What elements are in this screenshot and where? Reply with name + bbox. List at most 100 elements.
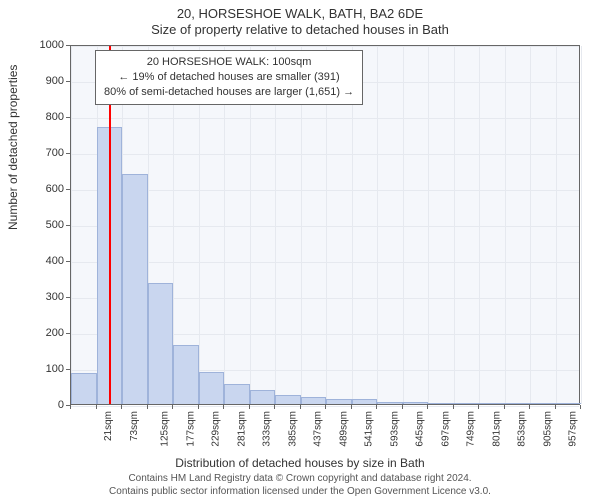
xtick-mark — [427, 405, 428, 409]
histogram-bar — [530, 403, 556, 404]
histogram-bar — [326, 399, 352, 404]
ytick-label: 0 — [24, 399, 64, 411]
histogram-bar — [122, 174, 148, 404]
xtick-mark — [172, 405, 173, 409]
gridline-v — [428, 46, 429, 404]
histogram-bar — [403, 402, 429, 404]
xtick-label: 489sqm — [338, 411, 349, 447]
xtick-mark — [249, 405, 250, 409]
ytick-label: 900 — [24, 75, 64, 87]
histogram-bar — [479, 403, 505, 404]
histogram-bar — [352, 399, 378, 404]
histogram-bar — [556, 403, 582, 404]
xtick-label: 749sqm — [466, 411, 477, 447]
chart-title-sub: Size of property relative to detached ho… — [0, 22, 600, 37]
ytick-mark — [66, 189, 70, 190]
xtick-mark — [274, 405, 275, 409]
gridline-v — [530, 46, 531, 404]
xtick-mark — [376, 405, 377, 409]
x-axis-label: Distribution of detached houses by size … — [0, 456, 600, 470]
xtick-label: 229sqm — [211, 411, 222, 447]
xtick-label: 333sqm — [262, 411, 273, 447]
ytick-label: 200 — [24, 327, 64, 339]
xtick-label: 125sqm — [160, 411, 171, 447]
ytick-label: 400 — [24, 255, 64, 267]
ytick-label: 1000 — [24, 39, 64, 51]
annotation-line: ← 19% of detached houses are smaller (39… — [104, 70, 354, 85]
xtick-mark — [453, 405, 454, 409]
histogram-bar — [148, 283, 174, 404]
xtick-label: 905sqm — [542, 411, 553, 447]
xtick-mark — [504, 405, 505, 409]
gridline-v — [377, 46, 378, 404]
xtick-label: 281sqm — [236, 411, 247, 447]
ytick-label: 600 — [24, 183, 64, 195]
histogram-bar — [454, 403, 480, 404]
histogram-bar — [224, 384, 250, 404]
xtick-label: 593sqm — [389, 411, 400, 447]
ytick-mark — [66, 117, 70, 118]
ytick-mark — [66, 45, 70, 46]
histogram-bar — [71, 373, 97, 404]
ytick-label: 700 — [24, 147, 64, 159]
ytick-label: 500 — [24, 219, 64, 231]
histogram-bar — [301, 397, 327, 404]
ytick-mark — [66, 261, 70, 262]
xtick-label: 21sqm — [103, 411, 114, 441]
xtick-label: 853sqm — [517, 411, 528, 447]
histogram-bar — [505, 403, 531, 404]
gridline-v — [505, 46, 506, 404]
ytick-mark — [66, 153, 70, 154]
footer-attribution: Contains HM Land Registry data © Crown c… — [0, 473, 600, 498]
xtick-mark — [402, 405, 403, 409]
xtick-label: 801sqm — [491, 411, 502, 447]
xtick-label: 437sqm — [313, 411, 324, 447]
xtick-mark — [147, 405, 148, 409]
ytick-mark — [66, 297, 70, 298]
xtick-label: 177sqm — [185, 411, 196, 447]
gridline-v — [556, 46, 557, 404]
histogram-bar — [173, 345, 199, 404]
xtick-label: 697sqm — [440, 411, 451, 447]
xtick-label: 957sqm — [568, 411, 579, 447]
annotation-line: 80% of semi-detached houses are larger (… — [104, 85, 354, 100]
annotation-line: 20 HORSESHOE WALK: 100sqm — [104, 55, 354, 70]
ytick-mark — [66, 81, 70, 82]
xtick-label: 73sqm — [129, 411, 140, 441]
footer-line-2: Contains public sector information licen… — [0, 486, 600, 499]
xtick-mark — [121, 405, 122, 409]
gridline-v — [581, 46, 582, 404]
xtick-label: 385sqm — [287, 411, 298, 447]
xtick-mark — [300, 405, 301, 409]
xtick-label: 541sqm — [364, 411, 375, 447]
histogram-bar — [275, 395, 301, 404]
ytick-mark — [66, 333, 70, 334]
gridline-v — [71, 46, 72, 404]
xtick-mark — [580, 405, 581, 409]
histogram-bar — [250, 390, 276, 404]
footer-line-1: Contains HM Land Registry data © Crown c… — [0, 473, 600, 486]
chart-title-main: 20, HORSESHOE WALK, BATH, BA2 6DE — [0, 6, 600, 21]
annotation-box: 20 HORSESHOE WALK: 100sqm← 19% of detach… — [95, 50, 363, 105]
gridline-v — [403, 46, 404, 404]
ytick-mark — [66, 369, 70, 370]
xtick-mark — [351, 405, 352, 409]
xtick-mark — [96, 405, 97, 409]
xtick-mark — [198, 405, 199, 409]
xtick-mark — [555, 405, 556, 409]
xtick-mark — [70, 405, 71, 409]
ytick-label: 800 — [24, 111, 64, 123]
ytick-label: 100 — [24, 363, 64, 375]
gridline-v — [454, 46, 455, 404]
xtick-mark — [223, 405, 224, 409]
y-axis-label: Number of detached properties — [6, 65, 20, 230]
xtick-mark — [529, 405, 530, 409]
histogram-bar — [199, 372, 225, 404]
ytick-mark — [66, 225, 70, 226]
ytick-label: 300 — [24, 291, 64, 303]
gridline-v — [479, 46, 480, 404]
xtick-mark — [478, 405, 479, 409]
xtick-label: 645sqm — [415, 411, 426, 447]
histogram-bar — [428, 403, 454, 404]
histogram-bar — [377, 402, 403, 404]
